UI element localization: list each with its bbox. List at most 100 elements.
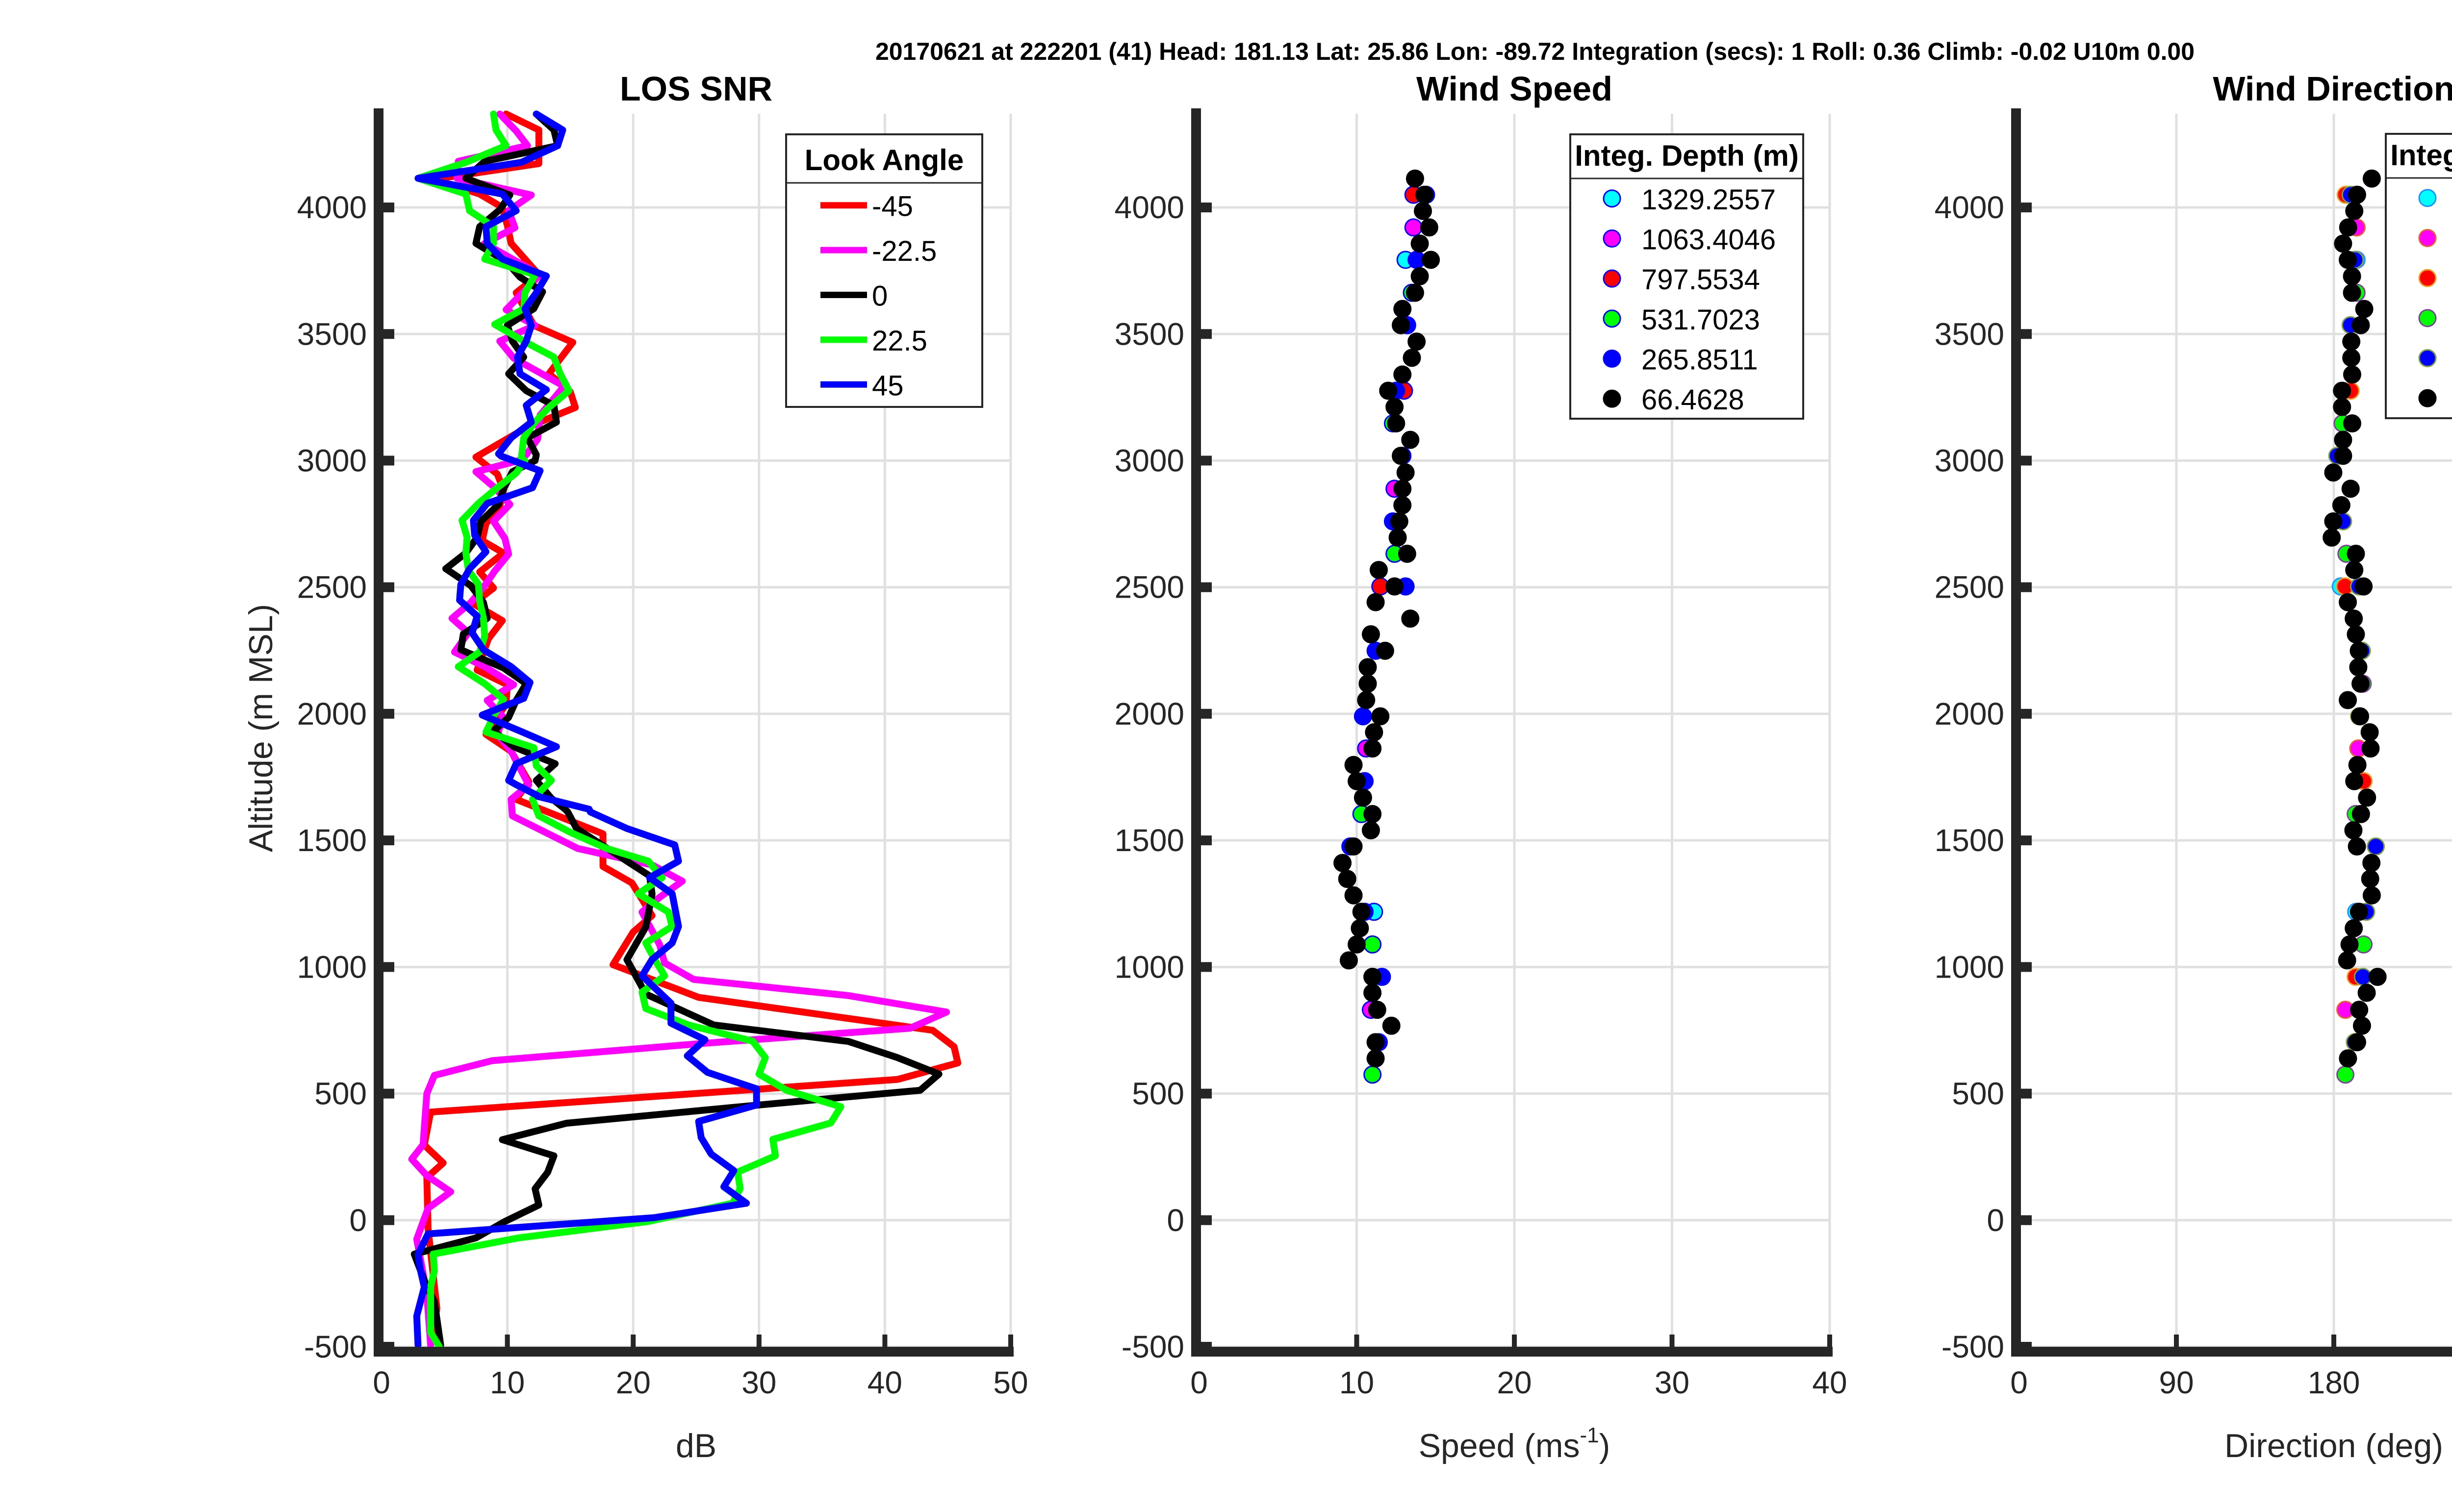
data-point-66.4628 [2344,821,2363,839]
snr-x-label: dB [676,1427,716,1464]
legend-label-265.8511: 265.8511 [1641,344,1758,376]
data-point-66.4628 [1333,854,1352,872]
speed-x-label: Speed (ms-1) [1419,1423,1610,1464]
data-point-66.4628 [2323,528,2341,547]
data-point-66.4628 [2324,512,2343,530]
direction-x-tick-label: 90 [2159,1365,2194,1400]
data-point-66.4628 [1405,283,1424,302]
data-point-66.4628 [2339,1049,2357,1068]
data-point-66.4628 [2348,185,2366,204]
snr-x-tick-label: 50 [993,1365,1028,1400]
speed-x-tick-label: 40 [1812,1365,1847,1400]
data-point-66.4628 [1420,218,1438,237]
data-point-66.4628 [1388,528,1407,547]
speed-axes: 0 10 20 30 40-500050010001500200025003000350… [1115,108,1847,1400]
data-point-66.4628 [2345,919,2363,937]
data-point-66.4628 [1354,788,1372,807]
data-point-66.4628 [2362,886,2381,905]
data-point-66.4628 [2343,267,2361,286]
legend-label-66.4628: 66.4628 [1641,384,1744,416]
data-point-66.4628 [2339,691,2357,709]
legend-marker-265.8511 [2418,349,2437,367]
data-point-66.4628 [1338,870,1356,888]
data-point-66.4628 [1351,919,1369,937]
data-point-66.4628 [1348,772,1366,790]
data-point-66.4628 [1398,545,1416,563]
data-point-66.4628 [1339,951,1358,970]
data-point-66.4628 [2338,951,2356,970]
legend-label-1063.4046: 1063.4046 [1641,224,1776,256]
data-point-1063.4046 [1404,218,1423,237]
data-point-66.4628 [1410,267,1429,286]
legend-label-797.5534: 797.5534 [1641,264,1760,296]
data-point-66.4628 [2348,1033,2366,1052]
data-point-66.4628 [2333,398,2351,416]
data-point-66.4628 [2347,625,2365,644]
data-point-66.4628 [2350,903,2368,921]
data-point-66.4628 [1344,837,1363,856]
direction-axes: 090180270360-500050010001500200025003000… [1935,108,2452,1400]
data-point-66.4628 [2343,365,2361,384]
direction-y-tick-label: 1500 [1935,823,2004,858]
data-point-66.4628 [2347,545,2365,563]
snr-y-tick-label: 500 [314,1076,367,1111]
data-point-66.4628 [2350,641,2368,660]
data-point-66.4628 [2345,202,2364,220]
direction-legend-title: Integ. Depth (m) [2390,139,2452,172]
speed-x-tick-label: 30 [1655,1365,1689,1400]
data-point-66.4628 [1358,674,1377,693]
data-point-66.4628 [2351,805,2370,823]
data-point-265.8511 [2367,837,2385,856]
snr-x-tick-label: 0 [373,1365,390,1400]
data-point-66.4628 [1366,1033,1385,1052]
speed-y-tick-label: 0 [1167,1203,1184,1238]
speed-y-tick-label: 3000 [1115,443,1184,479]
data-point-66.4628 [2339,593,2357,611]
speed-x-label-sup: -1 [1580,1423,1599,1447]
speed-y-tick-label: 4000 [1115,190,1184,225]
data-point-66.4628 [1352,903,1371,921]
data-point-66.4628 [1385,577,1404,596]
data-point-66.4628 [1393,365,1412,384]
data-point-66.4628 [1401,430,1420,449]
data-point-66.4628 [2348,756,2367,774]
legend-label-0: 0 [872,280,888,312]
data-point-66.4628 [1396,463,1415,482]
snr-x-tick-label: 20 [616,1365,651,1400]
data-point-66.4628 [2352,1016,2371,1035]
snr-lines [408,110,962,1350]
speed-y-tick-label: 2000 [1115,696,1184,731]
data-point-66.4628 [2368,968,2387,986]
data-point-66.4628 [2362,854,2381,872]
data-point-66.4628 [2362,169,2381,188]
data-point-66.4628 [1382,1016,1401,1035]
legend-marker-531.7023 [1603,309,1621,328]
direction-y-tick-label: -500 [1941,1329,2004,1364]
speed-x-tick-label: 10 [1339,1365,1374,1400]
panel-wind-speed: 0 10 20 30 40-500050010001500200025003000350… [1115,70,1847,1464]
data-point-66.4628 [2349,658,2368,677]
data-point-66.4628 [2351,316,2370,334]
data-point-66.4628 [2334,234,2352,253]
data-point-66.4628 [2324,463,2343,482]
figure-suptitle: 20170621 at 222201 (41) Head: 181.13 Lat… [875,38,2195,65]
snr-y-tick-label: 1000 [297,949,367,984]
series-line-45 [413,110,760,1349]
data-point-66.4628 [1403,349,1421,367]
legend-label--22.5: -22.5 [872,235,937,267]
legend-marker-66.4628 [2418,389,2437,407]
data-point-66.4628 [1358,658,1377,677]
data-point-66.4628 [1366,593,1385,611]
data-point-66.4628 [2342,332,2361,351]
data-point-66.4628 [1376,641,1394,660]
speed-y-tick-label: 1500 [1115,823,1184,858]
data-point-66.4628 [1357,691,1376,709]
legend-label-45: 45 [872,370,904,402]
speed-legend: Integ. Depth (m) 1329.2557 1063.4046 797.55… [1569,133,1804,420]
data-point-66.4628 [1348,935,1366,954]
data-point-66.4628 [2358,788,2376,807]
speed-points [1333,169,1440,1084]
data-point-66.4628 [1393,479,1412,498]
data-point-66.4628 [2343,283,2361,302]
